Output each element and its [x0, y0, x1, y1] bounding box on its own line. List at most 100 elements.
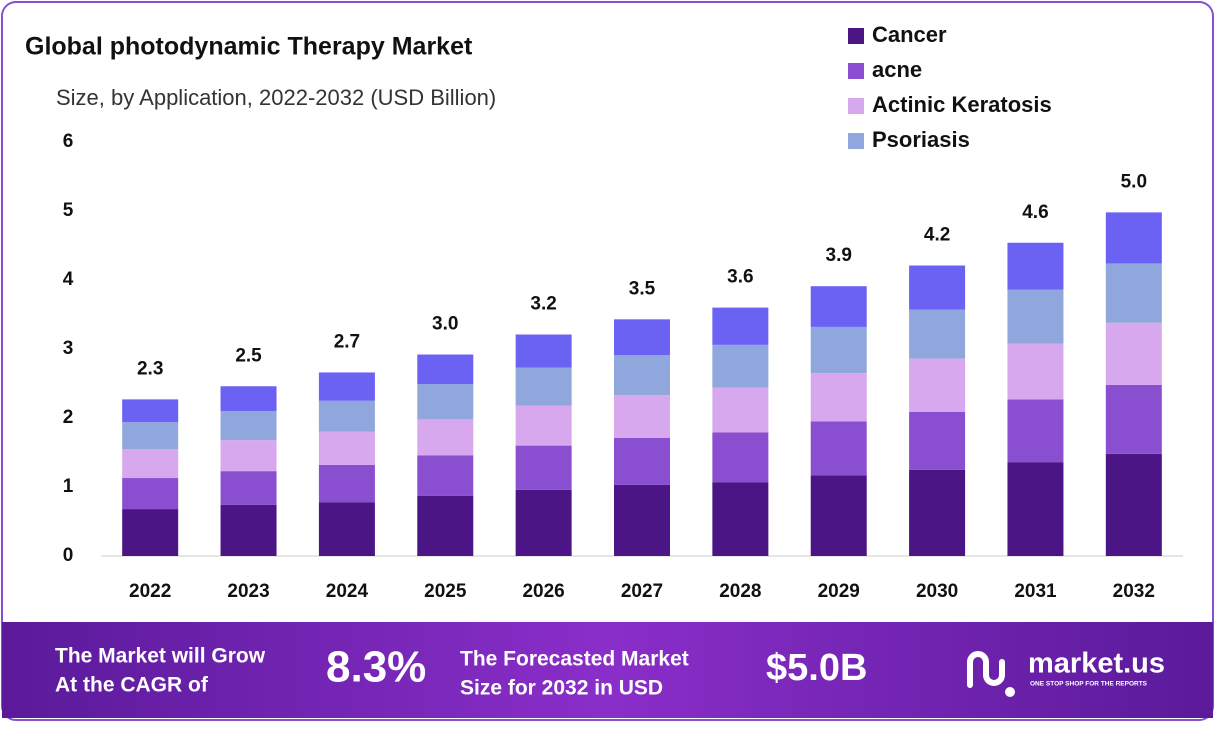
bar-segment — [417, 455, 474, 496]
x-tick-label: 2031 — [1014, 581, 1057, 602]
bar-segment — [318, 502, 375, 556]
total-label: 3.0 — [432, 314, 458, 335]
bar-segment — [712, 344, 769, 388]
bar-segment — [417, 354, 474, 385]
bar-segment — [909, 358, 966, 412]
y-tick-label: 0 — [63, 545, 74, 566]
bar-segment — [515, 405, 572, 446]
total-label: 3.5 — [629, 278, 656, 299]
y-tick-label: 2 — [63, 407, 74, 428]
legend-swatch — [848, 63, 864, 79]
bar-segment — [220, 386, 277, 412]
x-tick-label: 2029 — [818, 581, 860, 602]
y-tick-label: 6 — [63, 131, 74, 152]
cagr-text: The Market will Grow — [55, 645, 266, 668]
bar-segment — [1007, 399, 1064, 463]
forecast-text: The Forecasted Market — [460, 648, 689, 671]
total-label: 2.7 — [334, 331, 360, 352]
bar-segment — [614, 438, 670, 485]
bar-segment — [417, 419, 474, 456]
x-tick-label: 2026 — [522, 581, 564, 602]
x-tick-label: 2028 — [719, 581, 761, 602]
total-label: 5.0 — [1121, 171, 1147, 192]
bar-segment — [614, 484, 670, 556]
bar-segment — [122, 449, 179, 479]
bar-segment — [220, 504, 277, 556]
legend-label: acne — [872, 57, 922, 82]
bar-segment — [318, 431, 375, 465]
bar-segment — [220, 411, 277, 441]
footer-banner — [2, 622, 1213, 718]
y-tick-label: 1 — [63, 476, 74, 497]
bar-segment — [614, 355, 670, 396]
forecast-value: $5.0B — [766, 647, 867, 689]
bar-segment — [909, 309, 966, 359]
bar-segment — [810, 475, 867, 556]
brand-logo — [967, 651, 1015, 697]
bar-segment — [1105, 453, 1162, 556]
legend-label: Psoriasis — [872, 127, 970, 152]
total-label: 2.3 — [137, 358, 163, 379]
x-tick-label: 2024 — [326, 581, 369, 602]
x-tick-label: 2022 — [129, 581, 171, 602]
bar-segment — [810, 326, 867, 374]
bar-segment — [810, 373, 867, 422]
y-tick-label: 3 — [63, 338, 74, 359]
x-tick-label: 2027 — [621, 581, 663, 602]
total-label: 3.2 — [530, 294, 556, 315]
bar-segment — [614, 319, 670, 356]
x-tick-label: 2023 — [227, 581, 269, 602]
bar-segment — [1105, 212, 1162, 264]
bar-segment — [810, 286, 867, 327]
chart-subtitle: Size, by Application, 2022-2032 (USD Bil… — [56, 85, 496, 110]
y-tick-label: 5 — [63, 200, 74, 221]
total-label: 4.2 — [924, 225, 950, 246]
bar-segment — [318, 400, 375, 432]
legend-label: Cancer — [872, 22, 947, 47]
cagr-text: At the CAGR of — [55, 674, 209, 697]
x-tick-label: 2025 — [424, 581, 467, 602]
legend-label: Actinic Keratosis — [872, 92, 1052, 117]
bar-segment — [515, 334, 572, 368]
bar-segment — [909, 411, 966, 470]
total-label: 2.5 — [235, 345, 262, 366]
bar-segment — [318, 372, 375, 401]
bar-segment — [1007, 462, 1064, 556]
bar-segment — [417, 384, 474, 420]
bar-segment — [1105, 322, 1162, 385]
bar-segment — [1007, 343, 1064, 400]
bar-segment — [515, 367, 572, 406]
legend-swatch — [848, 98, 864, 114]
bar-segment — [909, 469, 966, 556]
bar-segment — [909, 265, 966, 310]
bar-segment — [417, 495, 474, 556]
bar-segment — [1007, 242, 1064, 290]
forecast-text: Size for 2032 in USD — [460, 677, 663, 700]
brand-name: market.us — [1028, 648, 1165, 680]
bar-segment — [712, 482, 769, 556]
bar-segment — [1105, 384, 1162, 454]
x-tick-label: 2030 — [916, 581, 958, 602]
bar-segment — [1105, 263, 1162, 323]
bar-segment — [614, 395, 670, 439]
cagr-value: 8.3% — [326, 643, 426, 692]
bar-segment — [515, 445, 572, 490]
bar-segment — [712, 432, 769, 483]
bar-segment — [712, 387, 769, 433]
bar-segment — [712, 307, 769, 345]
bar-segment — [122, 399, 179, 423]
bar-segment — [1007, 289, 1064, 344]
bar-segment — [220, 440, 277, 472]
bar-segment — [515, 489, 572, 556]
legend-swatch — [848, 28, 864, 44]
y-tick-label: 4 — [63, 269, 74, 290]
total-label: 3.9 — [826, 245, 852, 266]
total-label: 4.6 — [1022, 202, 1048, 223]
bar-segment — [122, 509, 179, 556]
x-tick-label: 2032 — [1113, 581, 1155, 602]
total-label: 3.6 — [727, 267, 753, 288]
footer: The Market will Grow At the CAGR of 8.3%… — [55, 643, 1165, 700]
bar-segment — [810, 421, 867, 476]
legend-swatch — [848, 133, 864, 149]
